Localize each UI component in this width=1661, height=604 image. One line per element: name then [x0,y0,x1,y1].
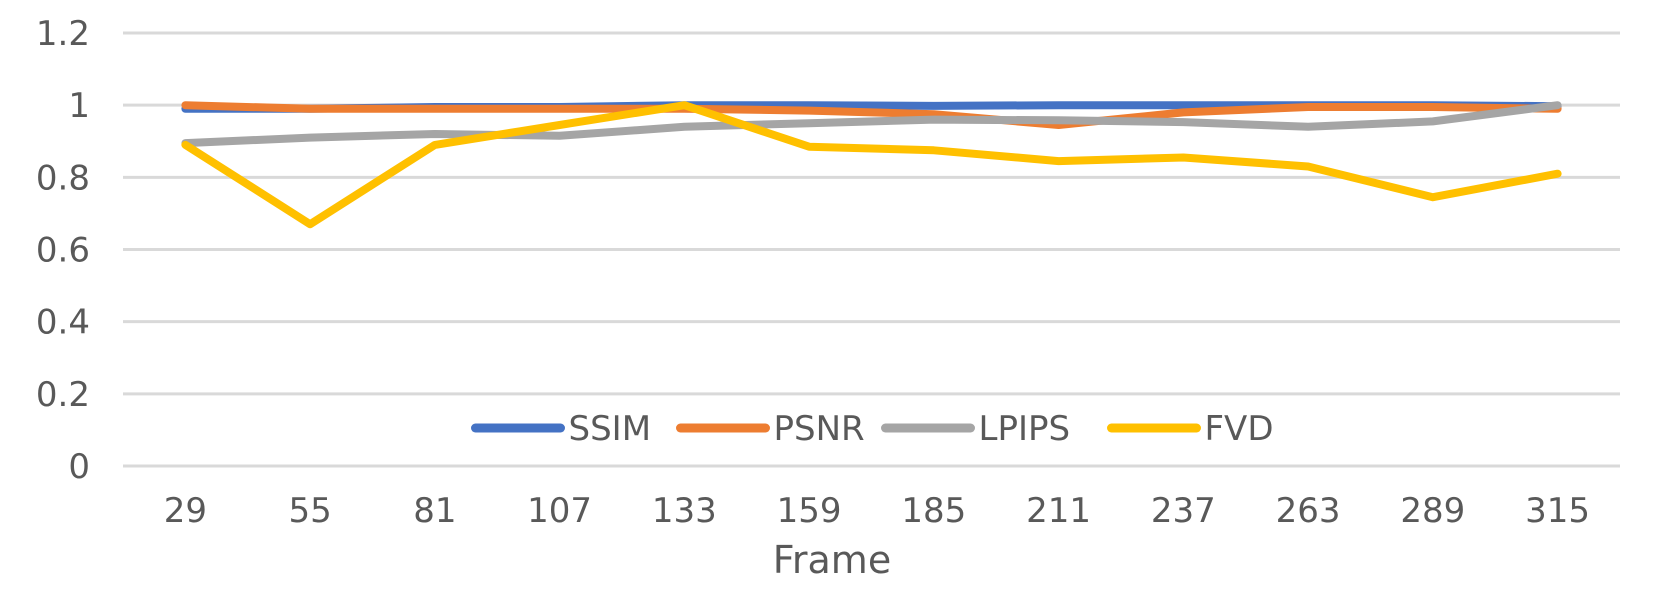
legend-label-ssim: SSIM [569,409,652,449]
x-tick-label: 159 [777,491,842,531]
x-tick-label: 237 [1151,491,1216,531]
x-tick-label: 81 [413,491,456,531]
y-tick-label: 0.2 [36,375,90,415]
x-tick-label: 55 [288,491,331,531]
x-tick-label: 29 [164,491,207,531]
legend-label-fvd: FVD [1205,409,1274,449]
y-tick-label: 0.4 [36,303,90,343]
y-tick-label: 0.8 [36,158,90,198]
legend: SSIM PSNR LPIPS FVD [471,409,1274,449]
x-tick-label: 133 [652,491,717,531]
x-tick-label: 263 [1276,491,1341,531]
series-line-fvd [181,101,1562,229]
x-tick-label: 289 [1400,491,1465,531]
y-tick-label: 1 [68,86,90,126]
legend-label-lpips: LPIPS [979,409,1071,449]
legend-label-psnr: PSNR [774,409,865,449]
x-axis-tick-labels: 29 55 81 107 133 159 185 211 237 263 289 315 [164,491,1590,531]
gridlines [123,31,1620,468]
x-tick-label: 107 [527,491,592,531]
x-tick-label: 315 [1525,491,1590,531]
y-tick-label: 0.6 [36,231,90,271]
x-tick-label: 211 [1026,491,1091,531]
y-tick-label: 0 [68,447,90,487]
series-line-psnr [181,101,1562,129]
series-lines [181,101,1562,229]
y-tick-label: 1.2 [36,14,90,54]
x-axis-title: Frame [773,538,891,582]
x-tick-label: 185 [901,491,966,531]
y-axis-tick-labels: 0 0.2 0.4 0.6 0.8 1 1.2 [36,14,90,487]
series-line-lpips [181,101,1562,148]
